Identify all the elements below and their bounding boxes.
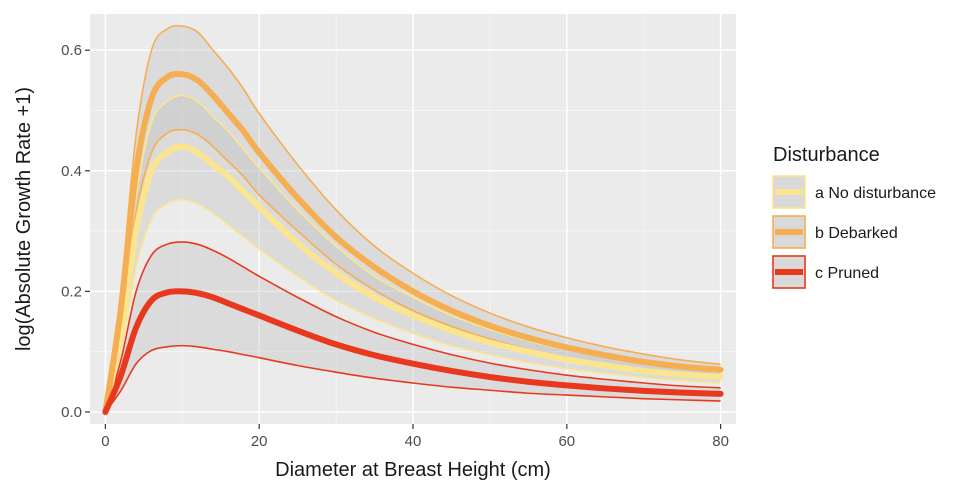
ribbon-series-1 [105,95,721,412]
legend-title: Disturbance [773,144,880,166]
confidence-bounds [104,24,721,413]
legend-item: c Pruned [772,255,879,289]
ribbon-series-3 [105,241,721,412]
y-tick-label: 0.4 [61,163,82,180]
x-axis-ticks: 0 20 40 60 80 [101,424,729,450]
lower-bound-series-1 [104,198,721,413]
y-tick-label: 0.2 [61,283,82,300]
legend-item: b Debarked [772,215,898,249]
y-tick-label: 0.0 [61,404,82,421]
upper-bound-series-3 [104,241,721,413]
legend-label: c Pruned [815,265,879,282]
legend-label: a No disturbance [815,185,936,202]
legend-items: a No disturbance b Debarked c Pruned [772,175,936,289]
x-tick-label: 20 [251,433,268,450]
line-series-2 [102,70,724,415]
x-axis-title: Diameter at Breast Height (cm) [275,459,551,481]
legend-label: b Debarked [815,225,898,242]
legend-item: a No disturbance [772,175,936,209]
line-series-1 [102,143,724,415]
y-axis-ticks: 0.0 0.2 0.4 0.6 [61,42,90,421]
confidence-ribbons [105,25,721,412]
legend: Disturbance a No disturbance b Debarked c … [772,144,936,289]
y-tick-label: 0.6 [61,42,82,59]
line-series-3 [102,288,724,415]
upper-bound-series-2 [104,24,721,413]
x-tick-label: 0 [101,433,109,450]
series-lines [102,70,724,415]
x-tick-label: 60 [558,433,575,450]
ribbon-series-2 [105,25,721,412]
y-axis-title: log(Absolute Growth Rate +1) [13,87,35,351]
lower-bound-series-3 [104,344,721,413]
x-tick-label: 40 [405,433,422,450]
x-tick-label: 80 [712,433,729,450]
